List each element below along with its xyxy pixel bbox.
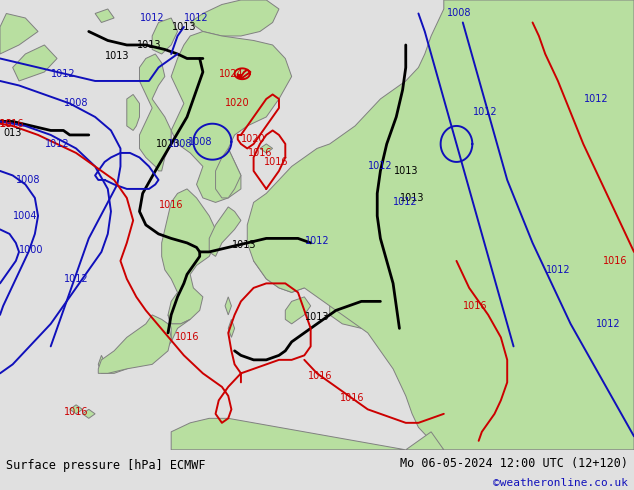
Polygon shape — [82, 409, 95, 418]
Text: 1016: 1016 — [463, 301, 488, 311]
Polygon shape — [139, 54, 171, 171]
Text: 1024: 1024 — [219, 69, 243, 79]
Text: 1008: 1008 — [169, 139, 193, 149]
Polygon shape — [0, 14, 38, 54]
Text: 1013: 1013 — [137, 40, 161, 50]
Text: 1016: 1016 — [1, 119, 25, 129]
Polygon shape — [171, 418, 406, 450]
Text: 1008: 1008 — [16, 175, 41, 185]
Text: 1016: 1016 — [175, 332, 199, 343]
Text: 1016: 1016 — [64, 407, 88, 416]
Text: 1012: 1012 — [305, 236, 329, 245]
Text: 1008: 1008 — [64, 98, 88, 108]
Text: 1008: 1008 — [448, 8, 472, 19]
Text: 1012: 1012 — [597, 319, 621, 329]
Text: 1012: 1012 — [473, 107, 497, 118]
Text: 1013: 1013 — [105, 51, 129, 61]
Text: 1013: 1013 — [400, 193, 424, 203]
Text: ©weatheronline.co.uk: ©weatheronline.co.uk — [493, 478, 628, 488]
Text: 1013: 1013 — [156, 139, 180, 149]
Polygon shape — [254, 239, 323, 293]
Polygon shape — [247, 0, 634, 450]
Polygon shape — [228, 319, 235, 337]
Polygon shape — [171, 31, 292, 202]
Text: 013: 013 — [4, 128, 22, 138]
Text: 1016: 1016 — [0, 119, 12, 129]
Text: 1004: 1004 — [13, 211, 37, 221]
Text: 1013: 1013 — [305, 312, 329, 322]
Text: 1012: 1012 — [51, 69, 75, 79]
Polygon shape — [13, 45, 57, 81]
Polygon shape — [285, 297, 311, 324]
Polygon shape — [98, 315, 171, 373]
Text: 1013: 1013 — [394, 166, 418, 176]
Polygon shape — [70, 405, 82, 414]
Text: 1012: 1012 — [64, 274, 88, 284]
Text: 1016: 1016 — [603, 256, 627, 266]
Text: Surface pressure [hPa] ECMWF: Surface pressure [hPa] ECMWF — [6, 460, 206, 472]
Text: 1013: 1013 — [232, 240, 256, 250]
Polygon shape — [162, 189, 216, 324]
Text: 1012: 1012 — [140, 13, 164, 23]
Text: 1012: 1012 — [546, 265, 570, 275]
Text: 1016: 1016 — [308, 370, 332, 381]
Polygon shape — [95, 9, 114, 23]
Text: 1020: 1020 — [242, 134, 266, 145]
Polygon shape — [190, 0, 279, 36]
Text: 1016: 1016 — [159, 199, 183, 210]
Text: 1012: 1012 — [368, 161, 392, 172]
Text: 1012: 1012 — [584, 94, 608, 104]
Polygon shape — [216, 148, 241, 198]
Text: 1012: 1012 — [394, 197, 418, 207]
Polygon shape — [406, 432, 444, 450]
Text: 1013: 1013 — [172, 22, 196, 32]
Polygon shape — [260, 144, 273, 153]
Polygon shape — [98, 315, 190, 373]
Text: Mo 06-05-2024 12:00 UTC (12+120): Mo 06-05-2024 12:00 UTC (12+120) — [399, 457, 628, 470]
Polygon shape — [225, 297, 231, 315]
Text: 1008: 1008 — [188, 137, 212, 147]
Polygon shape — [209, 207, 241, 256]
Text: 1020: 1020 — [226, 98, 250, 108]
Polygon shape — [152, 18, 178, 54]
Text: 1016: 1016 — [248, 148, 272, 158]
Text: 1012: 1012 — [45, 139, 69, 149]
Text: 1016: 1016 — [264, 157, 288, 167]
Text: 1000: 1000 — [20, 245, 44, 255]
Polygon shape — [330, 297, 399, 328]
Text: 1012: 1012 — [184, 13, 209, 23]
Polygon shape — [127, 95, 139, 130]
Text: 1016: 1016 — [340, 393, 364, 403]
